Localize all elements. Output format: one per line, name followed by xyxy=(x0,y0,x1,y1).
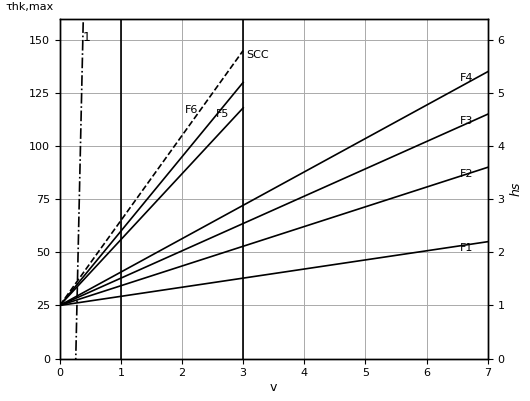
Text: F6: F6 xyxy=(185,105,199,115)
Text: F5: F5 xyxy=(216,109,229,119)
Text: SCC: SCC xyxy=(246,50,269,60)
Text: F2: F2 xyxy=(460,169,474,179)
Text: F1: F1 xyxy=(460,243,473,253)
Text: F3: F3 xyxy=(460,115,473,126)
Y-axis label: τhk,max: τhk,max xyxy=(6,2,54,12)
Text: F4: F4 xyxy=(460,73,474,83)
Text: 1: 1 xyxy=(83,31,91,44)
X-axis label: v: v xyxy=(270,381,277,394)
Y-axis label: hs: hs xyxy=(510,181,523,196)
